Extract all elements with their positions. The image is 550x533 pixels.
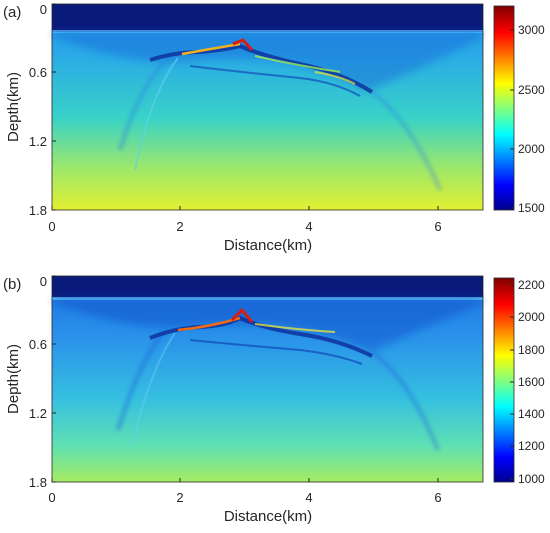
panel-a-xtick-label: 0	[48, 219, 55, 234]
panel-a-ytick-label: 0.6	[29, 65, 47, 80]
panel-b-x-ticks: 0 2 4 6	[48, 478, 442, 505]
panel-a-axes-frame	[51, 3, 484, 211]
panel-a-label: (a)	[3, 4, 21, 21]
panel-a-y-axis-label: Depth(km)	[5, 72, 22, 142]
panel-a-colorbar-tick: 2000	[518, 142, 545, 156]
panel-a-ytick-label: 1.8	[29, 203, 47, 218]
panel-b-xtick-label: 0	[48, 490, 55, 505]
panel-b-colorbar-tick: 1000	[518, 472, 545, 486]
panel-a-xtick-label: 2	[176, 219, 183, 234]
panel-a-x-ticks: 0 2 4 6	[48, 206, 442, 234]
panel-b-ytick-label: 1.2	[29, 406, 47, 421]
panel-a-x-axis-label: Distance(km)	[224, 237, 312, 254]
panel-a-colorbar: 3000 2500 2000 1500	[493, 5, 545, 215]
panel-b-image	[52, 276, 483, 482]
panel-a-colorbar-tick: 2500	[518, 83, 545, 97]
panel-b-xtick-label: 6	[434, 490, 441, 505]
panel-b-colorbar-tick: 1200	[518, 439, 545, 453]
panel-b-y-axis-label: Depth(km)	[5, 344, 22, 414]
panel-a-xtick-label: 4	[305, 219, 312, 234]
panel-b-colorbar-tick: 2000	[518, 310, 545, 324]
panel-a-y-ticks: 0 0.6 1.2 1.8	[29, 2, 56, 218]
panel-a-colorbar-tick: 3000	[518, 23, 545, 37]
panel-b-colorbar: 2200 2000 1800 1600 1400 1200 1000	[493, 277, 545, 486]
panel-a-colorbar-tick: 1500	[518, 201, 545, 215]
panel-b-ytick-label: 0.6	[29, 337, 47, 352]
panel-b: (b) 0 2 4 6 Distance(km)	[3, 274, 545, 525]
panel-b-colorbar-tick: 1800	[518, 343, 545, 357]
panel-b-colorbar-tick: 1600	[518, 375, 545, 389]
panel-b-colorbar-tick: 1400	[518, 407, 545, 421]
panel-b-axes-frame	[51, 275, 484, 483]
panel-b-label: (b)	[3, 276, 21, 293]
panel-b-y-ticks: 0 0.6 1.2 1.8	[29, 274, 56, 490]
panel-b-ytick-label: 0	[40, 274, 47, 289]
panel-b-ytick-label: 1.8	[29, 475, 47, 490]
panel-b-xtick-label: 2	[176, 490, 183, 505]
panel-b-xtick-label: 4	[305, 490, 312, 505]
panel-a-ytick-label: 0	[40, 2, 47, 17]
panel-a-ytick-label: 1.2	[29, 134, 47, 149]
panel-b-colorbar-tick: 2200	[518, 278, 545, 292]
panel-a: (a) 0 2 4 6	[3, 2, 545, 254]
panel-a-image	[52, 4, 483, 210]
panel-b-x-axis-label: Distance(km)	[224, 508, 312, 525]
panel-a-xtick-label: 6	[434, 219, 441, 234]
